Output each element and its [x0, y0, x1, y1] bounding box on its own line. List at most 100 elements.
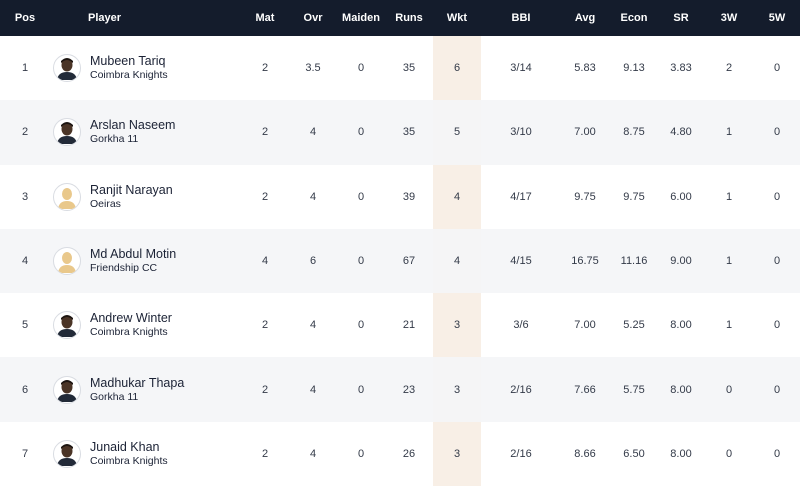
- player-info: Md Abdul Motin Friendship CC: [90, 247, 176, 275]
- row-mat: 2: [261, 383, 269, 396]
- table-row[interactable]: 7 Junaid Khan Coimbra Knights 2 4 0 26 3 2/16 8.6…: [0, 422, 800, 486]
- row-econ: 9.75: [623, 190, 645, 203]
- row-bbi: 3/6: [513, 319, 529, 332]
- player-info: Madhukar Thapa Gorkha 11: [90, 376, 184, 404]
- header-pos[interactable]: Pos: [14, 12, 36, 24]
- row-w3: 2: [725, 62, 733, 75]
- row-mat: 2: [261, 447, 269, 460]
- player-cell[interactable]: Md Abdul Motin Friendship CC: [50, 229, 250, 293]
- row-pos: 3: [21, 190, 29, 203]
- player-team: Coimbra Knights: [90, 69, 168, 82]
- row-avg: 7.00: [574, 319, 596, 332]
- avatar-placeholder-icon: [53, 247, 81, 276]
- header-sr[interactable]: SR: [673, 12, 689, 24]
- row-maiden: 0: [357, 255, 365, 268]
- row-w3: 1: [725, 319, 733, 332]
- player-name[interactable]: Andrew Winter: [90, 311, 172, 326]
- player-cell[interactable]: Madhukar Thapa Gorkha 11: [50, 357, 250, 421]
- player-avatar: [53, 311, 81, 340]
- row-econ: 6.50: [623, 447, 645, 460]
- row-bbi: 2/16: [510, 447, 532, 460]
- header-wkt[interactable]: Wkt: [446, 12, 468, 24]
- row-mat: 2: [261, 126, 269, 139]
- row-runs: 26: [402, 447, 416, 460]
- row-wkt: 4: [453, 190, 461, 203]
- row-ovr: 6: [309, 255, 317, 268]
- header-avg[interactable]: Avg: [574, 12, 596, 24]
- row-pos: 6: [21, 383, 29, 396]
- row-pos: 4: [21, 255, 29, 268]
- row-ovr: 4: [309, 126, 317, 139]
- header-mat[interactable]: Mat: [255, 12, 275, 24]
- row-wkt: 6: [453, 62, 461, 75]
- row-mat: 2: [261, 319, 269, 332]
- row-w5: 0: [773, 126, 781, 139]
- header-runs[interactable]: Runs: [395, 12, 423, 24]
- row-avg: 7.00: [574, 126, 596, 139]
- player-cell[interactable]: Andrew Winter Coimbra Knights: [50, 293, 250, 357]
- player-avatar: [53, 118, 81, 147]
- row-bbi: 3/10: [510, 126, 532, 139]
- player-info: Mubeen Tariq Coimbra Knights: [90, 54, 168, 82]
- row-wkt: 3: [453, 319, 461, 332]
- player-avatar: [53, 375, 81, 404]
- row-sr: 8.00: [670, 447, 692, 460]
- row-bbi: 4/17: [510, 190, 532, 203]
- row-ovr: 4: [309, 190, 317, 203]
- player-cell[interactable]: Junaid Khan Coimbra Knights: [50, 422, 250, 486]
- player-name[interactable]: Madhukar Thapa: [90, 375, 185, 390]
- table-row[interactable]: 5 Andrew Winter Coimbra Knights 2 4 0 21 3 3/6 7.…: [0, 293, 800, 357]
- row-pos: 1: [21, 62, 29, 75]
- row-w3: 1: [725, 126, 733, 139]
- header-player[interactable]: Player: [88, 12, 122, 24]
- row-runs: 23: [402, 383, 416, 396]
- player-cell[interactable]: Mubeen Tariq Coimbra Knights: [50, 36, 250, 100]
- header-maiden[interactable]: Maiden: [342, 12, 380, 24]
- row-sr: 8.00: [670, 383, 692, 396]
- player-name[interactable]: Ranjit Narayan: [90, 182, 173, 197]
- player-name[interactable]: Arslan Naseem: [90, 118, 176, 133]
- header-5w[interactable]: 5W: [768, 12, 786, 24]
- row-avg: 5.83: [574, 62, 596, 75]
- row-maiden: 0: [357, 319, 365, 332]
- row-maiden: 0: [357, 62, 365, 75]
- row-w5: 0: [773, 319, 781, 332]
- header-3w[interactable]: 3W: [720, 12, 738, 24]
- header-econ[interactable]: Econ: [620, 12, 648, 24]
- table-row[interactable]: 1 Mubeen Tariq Coimbra Knights 2 3.5 0 35 6 3/14…: [0, 36, 800, 100]
- row-runs: 35: [402, 62, 416, 75]
- table-row[interactable]: 6 Madhukar Thapa Gorkha 11 2 4 0 23 3 2/16 7.66 5.…: [0, 357, 800, 422]
- table-row[interactable]: 4 Md Abdul Motin Friendship CC 4 6 0 67 4 4/15 16…: [0, 228, 800, 294]
- row-econ: 8.75: [623, 126, 645, 139]
- row-pos: 2: [21, 126, 29, 139]
- player-cell[interactable]: Arslan Naseem Gorkha 11: [50, 100, 250, 164]
- player-name[interactable]: Junaid Khan: [90, 439, 160, 454]
- row-runs: 21: [402, 319, 416, 332]
- row-mat: 4: [261, 255, 269, 268]
- player-avatar: [53, 439, 81, 468]
- row-w3: 1: [725, 255, 733, 268]
- player-name[interactable]: Md Abdul Motin: [90, 247, 177, 262]
- player-cell[interactable]: Ranjit Narayan Oeiras: [50, 165, 250, 229]
- row-wkt: 3: [453, 383, 461, 396]
- table-body: 1 Mubeen Tariq Coimbra Knights 2 3.5 0 35 6 3/14…: [0, 36, 800, 486]
- table-row[interactable]: 2 Arslan Naseem Gorkha 11 2 4 0 35 5 3/10 7.00 8.7…: [0, 100, 800, 165]
- avatar-placeholder-icon: [53, 182, 81, 211]
- row-wkt: 4: [453, 255, 461, 268]
- row-ovr: 4: [309, 447, 317, 460]
- player-team: Coimbra Knights: [90, 454, 168, 467]
- player-team: Gorkha 11: [90, 133, 139, 146]
- row-econ: 11.16: [620, 255, 648, 268]
- row-ovr: 4: [309, 319, 317, 332]
- table-row[interactable]: 3 Ranjit Narayan Oeiras 2 4 0 39 4 4/17 9.75 9.75 6…: [0, 165, 800, 229]
- row-sr: 8.00: [670, 319, 692, 332]
- row-maiden: 0: [357, 126, 365, 139]
- row-wkt: 5: [453, 126, 461, 139]
- header-ovr[interactable]: Ovr: [303, 12, 323, 24]
- row-w5: 0: [773, 383, 781, 396]
- header-bbi[interactable]: BBI: [511, 12, 531, 24]
- player-name[interactable]: Mubeen Tariq: [90, 54, 166, 69]
- table-header: Pos Player Mat Ovr Maiden Runs Wkt BBI A…: [0, 0, 800, 36]
- row-ovr: 4: [309, 383, 317, 396]
